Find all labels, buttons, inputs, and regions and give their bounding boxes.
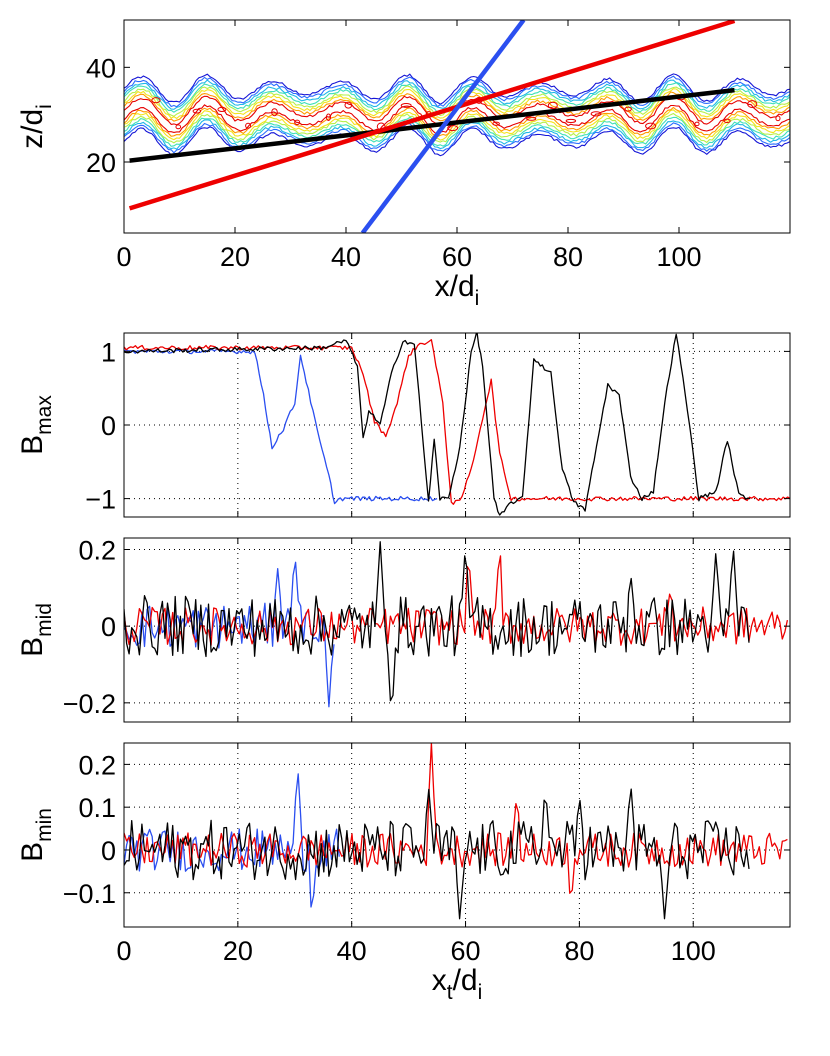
y-axis-label: Bmid (16, 603, 56, 657)
y-tick-label: 0.1 (78, 793, 116, 823)
contour-core (723, 118, 731, 124)
plot-area (124, 333, 790, 516)
x-tick-label: 0 (116, 936, 131, 966)
contour-core (694, 121, 700, 127)
contour-core (547, 101, 558, 110)
series-line-2 (360, 20, 526, 233)
contour-core (192, 108, 202, 114)
contour-core (400, 103, 412, 108)
y-axis-label: Bmin (16, 808, 56, 862)
series-line-2 (124, 788, 750, 920)
x-tick-label: 60 (442, 242, 472, 272)
series-line-2 (124, 541, 750, 702)
y-tick-label: 40 (86, 53, 116, 83)
contour-core (217, 106, 227, 112)
series-line-1 (124, 339, 790, 505)
panel-B_mid: 0.2 0 −0.2 Bmid (16, 536, 791, 723)
contour-core (245, 122, 252, 129)
series-line-2 (124, 333, 751, 516)
x-tick-label: 100 (671, 936, 716, 966)
y-tick-label: 0 (101, 411, 116, 441)
y-tick-label: −1 (85, 485, 116, 515)
contour-core (447, 124, 459, 132)
contour-core (565, 118, 577, 123)
contour-core (590, 111, 602, 117)
contour-core (526, 116, 537, 121)
contour-core (344, 101, 353, 109)
contour-core (775, 115, 781, 122)
y-tick-label: −0.1 (63, 879, 116, 909)
y-axis-label: Bmax (16, 395, 56, 455)
x-tick-label: 80 (564, 936, 594, 966)
plot-area (124, 20, 790, 233)
series-line-0 (129, 87, 735, 163)
x-tick-label: 0 (116, 242, 131, 272)
x-axis-label: xt/di (432, 964, 483, 1004)
contour-line (124, 75, 790, 154)
contour-core (175, 124, 182, 130)
contour-core (151, 97, 161, 104)
contour-line (124, 88, 790, 141)
axes-frame (123, 742, 791, 928)
contour-line (124, 79, 790, 150)
y-tick-label: 0 (101, 612, 116, 642)
x-tick-label: 20 (223, 936, 253, 966)
y-tick-label: 0 (101, 836, 116, 866)
plot-area (124, 541, 789, 708)
plot-area (124, 743, 788, 920)
y-tick-label: −0.2 (63, 689, 116, 719)
x-tick-label: 80 (553, 242, 583, 272)
contour-core (645, 122, 657, 130)
series-line-1 (124, 555, 789, 646)
y-tick-label: 1 (101, 337, 116, 367)
series-line-1 (128, 20, 736, 211)
y-tick-label: 20 (86, 148, 116, 178)
series-line-0 (124, 348, 438, 505)
contour-line (124, 95, 790, 135)
x-tick-label: 40 (331, 242, 361, 272)
x-tick-label: 40 (337, 936, 367, 966)
contour-core (624, 106, 632, 112)
series-line-0 (124, 773, 340, 908)
contour-line (124, 73, 790, 157)
contour-core (325, 113, 332, 121)
contour-core (747, 100, 758, 108)
contour-line (124, 82, 790, 147)
y-tick-label: 0.2 (78, 536, 116, 566)
panel-B_max: 1 0 −1 Bmax (16, 332, 791, 518)
contour-line (124, 91, 790, 137)
axes-frame (123, 537, 791, 723)
panel-contour: 0 20 40 60 80 100 20 40 z/di x/di (16, 19, 791, 310)
contour-core (294, 119, 301, 125)
y-axis-label: z/di (16, 104, 56, 149)
x-tick-label: 100 (656, 242, 701, 272)
contour-core (492, 121, 500, 126)
x-tick-label: 60 (451, 936, 481, 966)
x-tick-label: 20 (220, 242, 250, 272)
contour-core (271, 108, 278, 117)
x-axis-label: x/di (435, 270, 480, 310)
y-tick-label: 0.2 (78, 750, 116, 780)
contour-line (124, 85, 790, 144)
